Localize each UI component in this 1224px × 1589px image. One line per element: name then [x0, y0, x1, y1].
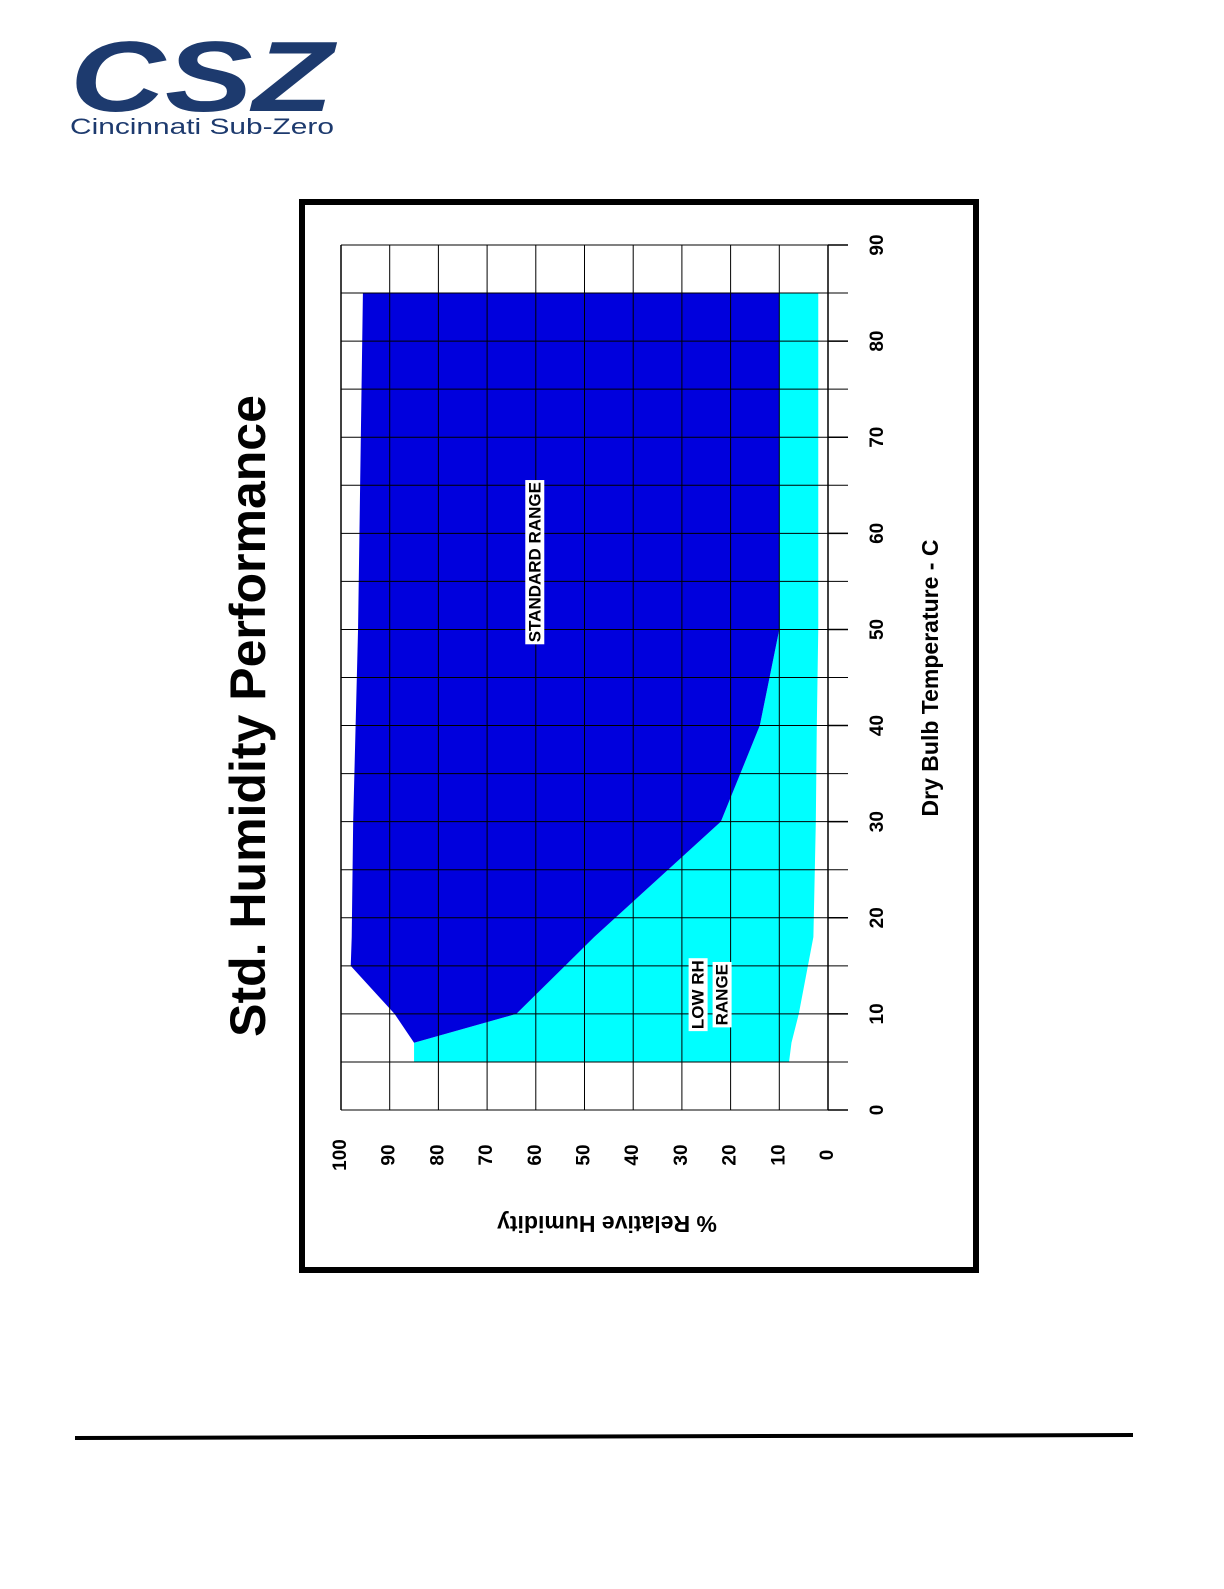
x-tick-label: 90 [867, 234, 888, 255]
y-tick-label: 0 [817, 1150, 838, 1161]
annotation-bg [525, 480, 545, 645]
y-axis-label: % Relative Humidity [497, 1211, 717, 1237]
x-axis-label: Dry Bulb Temperature - C [917, 540, 943, 817]
y-tick-label: 50 [574, 1144, 595, 1165]
y-tick-label: 20 [720, 1144, 741, 1165]
y-tick-label: 80 [427, 1144, 448, 1165]
y-tick-label: 10 [768, 1144, 789, 1165]
y-tick-label: 40 [622, 1144, 643, 1165]
y-tick-label: 60 [525, 1144, 546, 1165]
y-tick-label: 90 [379, 1144, 400, 1165]
y-tick-label: 30 [671, 1144, 692, 1165]
annotation: LOW RH [688, 958, 708, 1032]
annotation-bg [712, 961, 732, 1028]
x-tick-label: 20 [867, 907, 888, 928]
logo: CSZ Cincinnati Sub-Zero [70, 21, 338, 139]
annotation-text: RANGE [713, 964, 732, 1025]
x-tick-label: 80 [867, 331, 888, 352]
x-tick-label: 30 [867, 811, 888, 832]
labels: 0 10 20 30 40 50 60 70 80 90 0 10 20 30 40 50 60 70 80 90 10… [330, 234, 888, 1170]
annotation: RANGE [712, 961, 732, 1028]
annotation: STANDARD RANGE [525, 480, 545, 645]
chart-title: Std. Humidity Performance [220, 395, 276, 1037]
annotation-bg [688, 958, 708, 1032]
x-tick-label: 0 [867, 1105, 888, 1116]
x-tick-label: 40 [867, 715, 888, 736]
x-tick-label: 10 [867, 1003, 888, 1024]
x-tick-label: 70 [867, 427, 888, 448]
y-tick-label: 70 [476, 1144, 497, 1165]
annotation-text: STANDARD RANGE [525, 482, 544, 642]
x-tick-label: 50 [867, 619, 888, 640]
annotation-text: LOW RH [689, 960, 708, 1029]
x-tick-label: 60 [867, 523, 888, 544]
grid [340, 244, 848, 1111]
y-tick-label: 100 [330, 1139, 351, 1171]
logo-name: Cincinnati Sub-Zero [70, 114, 334, 139]
range-area [350, 293, 780, 1043]
footer-rule [74, 1433, 1134, 1440]
logo-mark: CSZ [70, 21, 338, 133]
